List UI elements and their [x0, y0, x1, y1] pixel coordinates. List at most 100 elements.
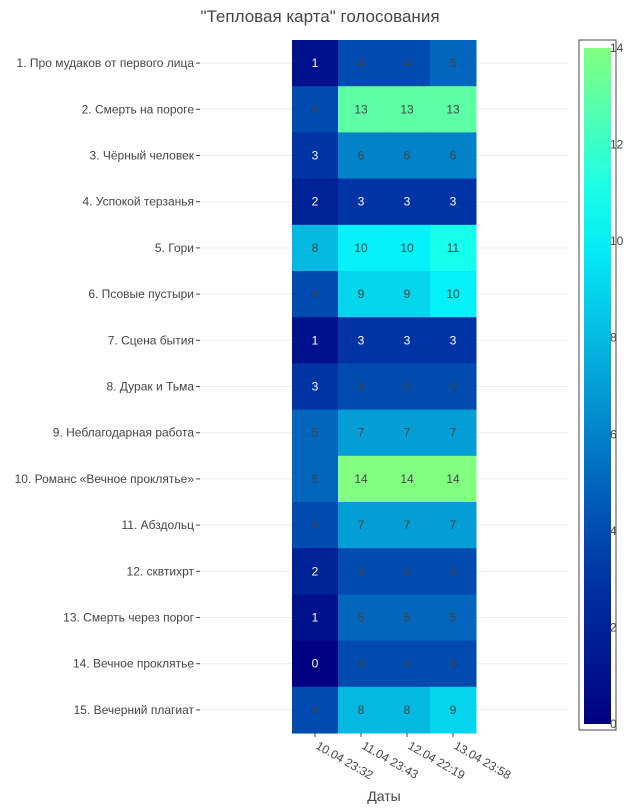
- y-tick-label: 3. Чёрный человек: [90, 149, 195, 163]
- heatmap-cell: [292, 317, 339, 364]
- cell-value-label: 14: [354, 472, 368, 486]
- y-tick-label: 14. Вечное проклятье: [73, 657, 194, 671]
- cell-value-label: 4: [312, 703, 319, 717]
- cell-value-label: 4: [404, 380, 411, 394]
- y-tick-label: 11. Абздольц: [121, 518, 194, 532]
- heatmap-cell: [338, 548, 385, 595]
- cell-value-label: 14: [446, 472, 460, 486]
- colorbar-tick-label: 0: [610, 717, 617, 731]
- colorbar-tick-label: 12: [610, 138, 624, 152]
- heatmap-cell: [292, 686, 339, 734]
- colorbar-ticks: 0 2 4 6 8 10 12 14: [610, 41, 624, 731]
- colorbar-tick-label: 10: [610, 234, 624, 248]
- heatmap-cell: [384, 86, 431, 133]
- colorbar-tick-label: 8: [610, 331, 617, 345]
- y-tick-label: 7. Сцена бытия: [108, 333, 194, 347]
- cell-value-label: 1: [312, 333, 319, 347]
- heatmap-cell: [338, 686, 385, 734]
- heatmap-cell: [384, 132, 431, 180]
- cell-value-label: 5: [312, 472, 319, 486]
- y-tick-label: 6. Псовые пустыри: [88, 287, 194, 301]
- colorbar-tick-label: 2: [610, 620, 617, 634]
- cell-value-label: 3: [358, 333, 365, 347]
- heatmap-cell: [384, 502, 431, 549]
- cell-value-label: 5: [404, 611, 411, 625]
- cell-value-label: 3: [312, 380, 319, 394]
- cell-value-label: 3: [312, 149, 319, 163]
- heatmap-cell: [338, 86, 385, 133]
- heatmap-cell: [384, 363, 431, 411]
- cell-value-label: 4: [450, 657, 457, 671]
- cell-value-label: 8: [404, 703, 411, 717]
- heatmap-cell: [384, 271, 431, 318]
- cell-value-label: 3: [450, 333, 457, 347]
- cell-value-label: 4: [404, 657, 411, 671]
- cell-value-label: 5: [358, 611, 365, 625]
- heatmap-cell: [430, 132, 477, 180]
- heatmap-cell: [338, 640, 385, 688]
- cell-value-label: 9: [450, 703, 457, 717]
- heatmap-cell: [292, 455, 339, 503]
- heatmap-cell: [384, 40, 431, 87]
- heatmap-cell: [292, 409, 339, 457]
- heatmap-cells: 1 4 4 54 13 13 133 6 6 62 3 3 38 10 10 114 9 9 101 3 3 33 4 4 45…: [292, 40, 477, 734]
- cell-value-label: 6: [450, 149, 457, 163]
- cell-value-label: 7: [358, 426, 365, 440]
- cell-value-label: 10: [446, 287, 460, 301]
- heatmap-cell: [292, 594, 339, 642]
- cell-value-label: 2: [312, 564, 319, 578]
- cell-value-label: 4: [358, 657, 365, 671]
- heatmap-cell: [338, 178, 385, 226]
- cell-value-label: 1: [312, 611, 319, 625]
- heatmap-cell: [292, 363, 339, 411]
- heatmap-cell: [338, 224, 385, 272]
- cell-value-label: 4: [358, 380, 365, 394]
- cell-value-label: 4: [358, 564, 365, 578]
- y-tick-label: 9. Неблагодарная работа: [53, 426, 195, 440]
- heatmap-cell: [384, 548, 431, 595]
- cell-value-label: 4: [312, 102, 319, 116]
- heatmap-cell: [338, 40, 385, 87]
- heatmap-cell: [430, 548, 477, 595]
- heatmap-cell: [430, 178, 477, 226]
- cell-value-label: 8: [312, 241, 319, 255]
- cell-value-label: 6: [358, 149, 365, 163]
- cell-value-label: 4: [404, 564, 411, 578]
- cell-value-label: 3: [404, 333, 411, 347]
- y-tick-label: 13. Смерть через порог: [63, 611, 194, 625]
- cell-value-label: 13: [400, 102, 414, 116]
- cell-value-label: 3: [404, 195, 411, 209]
- heatmap-cell: [384, 178, 431, 226]
- heatmap-cell: [384, 224, 431, 272]
- cell-value-label: 4: [312, 287, 319, 301]
- cell-value-label: 10: [354, 241, 368, 255]
- cell-value-label: 4: [358, 56, 365, 70]
- heatmap-cell: [430, 363, 477, 411]
- heatmap-cell: [292, 224, 339, 272]
- cell-value-label: 7: [450, 518, 457, 532]
- x-axis-title: Даты: [367, 788, 400, 804]
- cell-value-label: 13: [446, 102, 460, 116]
- cell-value-label: 6: [404, 149, 411, 163]
- heatmap-cell: [338, 271, 385, 318]
- colorbar: [584, 48, 611, 724]
- cell-value-label: 4: [312, 518, 319, 532]
- y-tick-label: 12. сквтихрт: [127, 564, 195, 578]
- heatmap-cell: [338, 455, 385, 503]
- cell-value-label: 14: [400, 472, 414, 486]
- heatmap-cell: [292, 640, 339, 688]
- heatmap-cell: [292, 132, 339, 180]
- heatmap-cell: [338, 363, 385, 411]
- colorbar-tick-label: 14: [610, 41, 624, 55]
- chart-title: "Тепловая карта" голосования: [200, 7, 439, 26]
- heatmap-cell: [430, 409, 477, 457]
- heatmap-cell: [384, 409, 431, 457]
- cell-value-label: 11: [447, 241, 460, 255]
- cell-value-label: 4: [450, 564, 457, 578]
- y-tick-label: 10. Романс «Вечное проклятье»: [15, 472, 195, 486]
- cell-value-label: 2: [312, 195, 319, 209]
- heatmap-cell: [430, 502, 477, 549]
- cell-value-label: 3: [358, 195, 365, 209]
- heatmap-cell: [430, 686, 477, 734]
